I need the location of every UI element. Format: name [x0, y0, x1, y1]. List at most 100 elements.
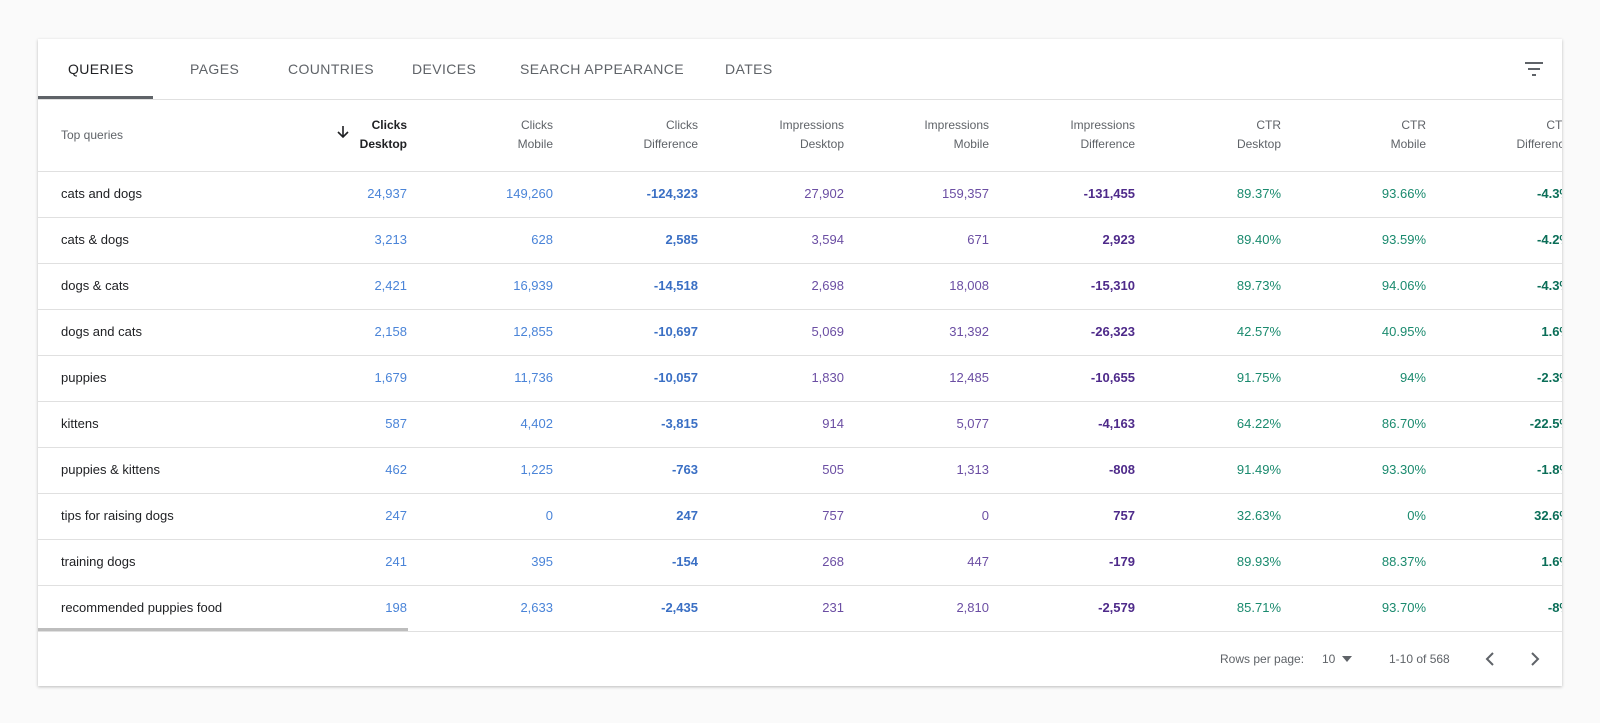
metric-cell: 505: [822, 462, 844, 477]
metric-cell: 40.95%: [1381, 324, 1426, 339]
metric-cell: 88.37%: [1381, 554, 1426, 569]
column-header[interactable]: Clicks: [666, 118, 698, 132]
metric-cell: 149,260: [506, 186, 553, 201]
metric-cell: 86.70%: [1381, 416, 1426, 431]
metric-cell: 89.40%: [1236, 232, 1281, 247]
metric-cell: -1.8%: [1537, 462, 1562, 477]
column-header[interactable]: Desktop: [799, 137, 844, 151]
metric-cell: 2,698: [811, 278, 844, 293]
query-cell[interactable]: training dogs: [61, 554, 136, 569]
sort-arrow[interactable]: [336, 125, 350, 139]
row-divider: [38, 355, 1562, 356]
tab[interactable]: PAGES: [190, 61, 240, 77]
metric-cell: 18,008: [949, 278, 989, 293]
metric-cell: 628: [531, 232, 553, 247]
metric-cell: 2,810: [956, 600, 989, 615]
query-cell[interactable]: puppies & kittens: [61, 462, 161, 477]
metric-cell: 2,158: [374, 324, 407, 339]
page-range: 1-10 of 568: [1389, 652, 1450, 666]
metric-cell: 5,069: [811, 324, 844, 339]
column-header[interactable]: Difference: [1080, 137, 1135, 151]
query-cell[interactable]: cats & dogs: [61, 232, 129, 247]
metric-cell: -763: [671, 462, 698, 477]
tab[interactable]: COUNTRIES: [288, 61, 375, 77]
metric-cell: 12,855: [513, 324, 553, 339]
row-divider: [38, 309, 1562, 310]
metric-cell: -15,310: [1090, 278, 1135, 293]
column-header[interactable]: Mobile: [1390, 137, 1426, 151]
column-header[interactable]: Difference: [1516, 137, 1562, 151]
column-header[interactable]: CTR: [1256, 118, 1281, 132]
metric-cell: -3,815: [661, 416, 698, 431]
metric-cell: 12,485: [949, 370, 989, 385]
row-divider: [38, 585, 1562, 586]
column-header[interactable]: Impressions: [779, 118, 844, 132]
column-header[interactable]: Desktop: [1236, 137, 1281, 151]
column-header[interactable]: Mobile: [953, 137, 989, 151]
tab[interactable]: SEARCH APPEARANCE: [520, 61, 684, 77]
row-divider: [38, 401, 1562, 402]
query-cell[interactable]: dogs and cats: [61, 324, 142, 339]
column-header[interactable]: Clicks: [521, 118, 553, 132]
scrollbar: [38, 628, 408, 632]
next-page[interactable]: [1525, 649, 1545, 669]
rows-per-page[interactable]: 10: [1322, 652, 1336, 666]
column-header[interactable]: Impressions: [924, 118, 989, 132]
metric-cell: 247: [676, 508, 698, 523]
metric-cell: 447: [967, 554, 989, 569]
column-header[interactable]: CTR: [1546, 118, 1562, 132]
metric-cell: -10,655: [1090, 370, 1135, 385]
tab[interactable]: DEVICES: [412, 61, 477, 77]
metric-cell: 32.63%: [1236, 508, 1281, 523]
metric-cell: 5,077: [956, 416, 989, 431]
metric-cell: 4,402: [520, 416, 553, 431]
metric-cell: 757: [1113, 508, 1135, 523]
metric-cell: 91.49%: [1236, 462, 1281, 477]
metric-cell: -154: [671, 554, 698, 569]
metric-cell: 2,923: [1102, 232, 1135, 247]
query-cell[interactable]: recommended puppies food: [61, 600, 223, 615]
column-header[interactable]: Difference: [643, 137, 698, 151]
dropdown-arrow[interactable]: [1341, 654, 1353, 664]
query-cell[interactable]: cats and dogs: [61, 186, 142, 201]
column-header[interactable]: Clicks: [371, 118, 407, 132]
metric-cell: 198: [385, 600, 407, 615]
metric-cell: 914: [822, 416, 844, 431]
metric-cell: 0%: [1407, 508, 1426, 523]
prev-page[interactable]: [1480, 649, 1500, 669]
filter-icon[interactable]: [1522, 57, 1546, 81]
metric-cell: 2,633: [520, 600, 553, 615]
metric-cell: 91.75%: [1236, 370, 1281, 385]
divider: [38, 171, 1562, 172]
metric-cell: -808: [1108, 462, 1135, 477]
query-cell[interactable]: dogs & cats: [61, 278, 129, 293]
tab-underline: [38, 96, 153, 99]
column-header[interactable]: CTR: [1401, 118, 1426, 132]
metric-cell: 159,357: [942, 186, 989, 201]
column-header[interactable]: Mobile: [517, 137, 553, 151]
metric-cell: -14,518: [653, 278, 698, 293]
metric-cell: 2,585: [665, 232, 698, 247]
metric-cell: 3,594: [811, 232, 844, 247]
metric-cell: 3,213: [374, 232, 407, 247]
query-cell[interactable]: tips for raising dogs: [61, 508, 174, 523]
row-divider: [38, 631, 1562, 632]
metric-cell: 42.57%: [1236, 324, 1281, 339]
column-header[interactable]: Desktop: [359, 137, 407, 151]
metric-cell: -2,435: [661, 600, 698, 615]
query-cell[interactable]: kittens: [61, 416, 99, 431]
tab[interactable]: DATES: [725, 61, 773, 77]
tab[interactable]: QUERIES: [68, 61, 134, 77]
metric-cell: -124,323: [646, 186, 698, 201]
metric-cell: 89.93%: [1236, 554, 1281, 569]
query-cell[interactable]: puppies: [61, 370, 107, 385]
metric-cell: 395: [531, 554, 553, 569]
metric-cell: 94.06%: [1381, 278, 1426, 293]
metric-cell: -10,057: [653, 370, 698, 385]
column-header[interactable]: Impressions: [1070, 118, 1135, 132]
metric-cell: 462: [385, 462, 407, 477]
metric-cell: 93.59%: [1381, 232, 1426, 247]
metric-cell: -4,163: [1098, 416, 1135, 431]
metric-cell: 93.70%: [1381, 600, 1426, 615]
metric-cell: 24,937: [367, 186, 407, 201]
